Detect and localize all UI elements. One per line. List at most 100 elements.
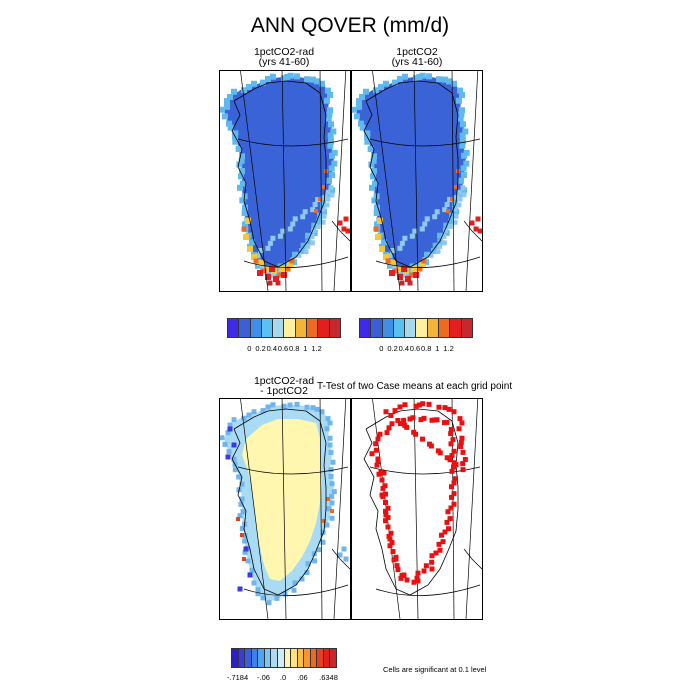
- longitude-line: [372, 71, 401, 291]
- graticule: [237, 399, 349, 619]
- coastline: [231, 408, 327, 596]
- colorbar-top-swatch: [284, 319, 296, 337]
- colorbar-diff-swatch: [297, 649, 305, 667]
- longitude-line: [240, 71, 269, 291]
- colorbar-diff-swatch: [277, 649, 285, 667]
- longitude-line: [240, 399, 269, 619]
- colorbar-top-swatch: [273, 319, 285, 337]
- colorbar-difference: [231, 648, 337, 668]
- colorbar-top-swatch: [393, 319, 406, 337]
- colorbar-diff-swatch: [330, 649, 336, 667]
- panel-title-diff-line1: 1pctCO2-rad: [253, 375, 315, 387]
- colorbar-diff-swatch: [317, 649, 324, 667]
- colorbar-top-swatch: [261, 319, 274, 337]
- coastline-ellesmere: [331, 548, 350, 570]
- colorbar-top-swatch: [439, 319, 451, 337]
- panel-title-diff: 1pctCO2-rad - 1pctCO2: [214, 375, 354, 397]
- colorbar-diff-swatch: [245, 649, 252, 667]
- map-panel-significance: [351, 398, 483, 620]
- colorbar-top-tick-label: 1.2: [443, 344, 454, 353]
- coastline: [231, 80, 327, 268]
- map-panel-difference: [219, 398, 351, 620]
- colorbar-top-swatch: [450, 319, 462, 337]
- colorbar-top-swatch: [416, 319, 428, 337]
- grid-cells: [389, 266, 419, 282]
- grid-cells: [225, 426, 253, 592]
- colorbar-top-tick-label: 0: [379, 344, 384, 353]
- grid-cells: [255, 185, 335, 278]
- longitude-line: [333, 71, 347, 291]
- grid-cells: [220, 401, 337, 606]
- panel-title-top-right-line2: (yrs 41-60): [391, 56, 443, 68]
- colorbar-diff-swatch: [304, 649, 311, 667]
- colorbar-diff-swatch: [310, 649, 318, 667]
- ttest-title: T-Test of two Case means at each grid po…: [317, 381, 513, 392]
- panel-title-top-left-line1: 1pctCO2-rad: [253, 46, 315, 58]
- colorbar-diff-swatch: [284, 649, 292, 667]
- graticule: [237, 71, 349, 291]
- colorbar-1pctco2-labels: 0 0.2 0.4 0.6 0.8 1 1.2: [359, 344, 471, 354]
- grid-cells: [352, 72, 470, 278]
- longitude-line: [319, 399, 323, 619]
- colorbar-top-swatch: [295, 319, 308, 337]
- panel-title-top-left-line2: (yrs 41-60): [258, 56, 310, 68]
- colorbar-top-tick-label: 0.8: [420, 344, 432, 353]
- grid-cells: [220, 72, 338, 278]
- panel-title-top-right: 1pctCO2 (yrs 41-60): [347, 46, 487, 68]
- colorbar-1pctco2: [359, 318, 473, 338]
- grid-cells: [267, 280, 281, 286]
- colorbar-diff-swatch: [258, 649, 265, 667]
- significance-note: Cells are significant at 0.1 level: [383, 665, 487, 674]
- grid-cells: [322, 497, 334, 523]
- grid-cells: [257, 266, 287, 282]
- grid-cells: [337, 216, 350, 234]
- longitude-line: [333, 399, 347, 619]
- colorbar-top-tick-label: 0.8: [288, 344, 300, 353]
- coastline: [363, 408, 459, 596]
- longitude-line: [465, 71, 479, 291]
- colorbar-top-swatch: [382, 319, 394, 337]
- longitude-line: [413, 71, 419, 291]
- colorbar-diff-swatch: [238, 649, 246, 667]
- graticule: [369, 71, 481, 291]
- longitude-line: [451, 71, 455, 291]
- colorbar-diff-tick-label: .06: [297, 673, 308, 682]
- colorbar-diff-tick-label: .6348: [319, 673, 338, 682]
- map-panel-1pctco2: [351, 70, 483, 292]
- page-title: ANN QOVER (mm/d): [250, 14, 450, 37]
- coastline-ellesmere: [463, 548, 482, 570]
- colorbar-diff-tick-label: -.06: [257, 673, 270, 682]
- map-1pctco2: [352, 71, 482, 291]
- colorbar-diff-swatch: [251, 649, 259, 667]
- latitude-line: [375, 584, 481, 596]
- map-panel-1pctco2-rad: [219, 70, 351, 292]
- difference-interior: [242, 419, 322, 581]
- ice-sheet-field: [224, 77, 334, 274]
- colorbar-diff-swatch: [264, 649, 272, 667]
- colorbar-top-swatch: [461, 319, 472, 337]
- coastline: [363, 80, 459, 268]
- colorbar-top-tick-label: 1: [435, 344, 440, 353]
- colorbar-diff-swatch: [323, 649, 331, 667]
- map-difference: [220, 399, 350, 619]
- panel-title-diff-line2: - 1pctCO2: [260, 385, 308, 397]
- colorbar-top-tick-label: 0.4: [398, 344, 410, 353]
- panel-title-top-right-line1: 1pctCO2: [396, 46, 438, 58]
- colorbar-difference-labels: -.7184 -.06 .0 .06 .6348: [227, 673, 338, 683]
- colorbar-top-tick-label: 0.4: [266, 344, 278, 353]
- coastline-ellesmere: [463, 220, 482, 242]
- colorbar-1pctco2-rad-labels: 0 0.2 0.4 0.6 0.8 1 1.2: [227, 344, 339, 354]
- coastline-ellesmere: [331, 220, 350, 242]
- colorbar-top-tick-label: 0: [247, 344, 252, 353]
- colorbar-diff-swatch: [271, 649, 278, 667]
- colorbar-top-swatch: [427, 319, 440, 337]
- grid-cells: [469, 216, 482, 234]
- grid-cells: [387, 185, 467, 278]
- colorbar-diff-tick-label: .0: [279, 673, 287, 682]
- colorbar-top-tick-label: 0.6: [277, 344, 289, 353]
- colorbar-top-swatch: [239, 319, 251, 337]
- colorbar-top-swatch: [329, 319, 340, 337]
- colorbar-top-swatch: [250, 319, 262, 337]
- colorbar-diff-swatch: [232, 649, 239, 667]
- colorbar-top-swatch: [307, 319, 319, 337]
